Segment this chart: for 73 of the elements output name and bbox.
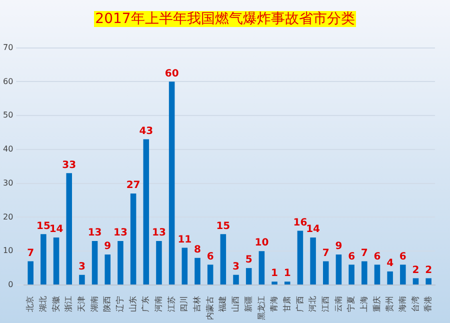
data-label: 13: [88, 228, 102, 239]
data-label: 14: [306, 224, 320, 236]
data-label: 7: [322, 248, 330, 259]
chart-title: 2017年上半年我国燃气爆炸事故省市分类: [94, 11, 356, 27]
data-label: 13: [152, 228, 166, 239]
data-label: 4: [386, 258, 394, 270]
x-tick-label: 江西: [320, 296, 330, 312]
x-tick-label: 宁夏: [346, 296, 356, 312]
x-tick-label: 浙江: [64, 296, 74, 312]
data-label: 3: [232, 261, 240, 272]
x-tick-label: 甘肃: [282, 296, 292, 312]
x-tick-label: 山西: [231, 296, 240, 312]
x-tick-label: 重庆: [372, 296, 382, 312]
x-tick-label: 台湾: [410, 296, 420, 312]
x-tick-label: 吉林: [192, 296, 202, 312]
data-label: 7: [360, 248, 368, 259]
x-tick-label: 河北: [308, 296, 318, 312]
x-tick-label: 广西: [295, 296, 304, 312]
x-tick-label: 安徽: [51, 296, 60, 312]
x-tick-label: 山东: [128, 296, 138, 312]
x-tick-label: 湖北: [38, 296, 48, 312]
y-tick-label: 60: [2, 76, 14, 86]
x-tick-label: 贵州: [385, 296, 394, 312]
x-tick-label: 青海: [270, 296, 279, 312]
x-tick-label: 湖南: [90, 296, 99, 312]
data-label: 2: [425, 264, 432, 276]
data-label: 9: [104, 241, 112, 252]
data-label: 5: [245, 254, 252, 266]
x-tick-label: 河南: [154, 296, 164, 312]
y-tick-label: 40: [2, 144, 14, 154]
data-label: 1: [271, 268, 278, 280]
x-tick-label: 云南: [334, 296, 343, 312]
data-label: 10: [254, 238, 269, 249]
data-label: 15: [216, 220, 230, 232]
data-label: 6: [374, 251, 381, 262]
y-tick-label: 0: [8, 280, 14, 290]
data-label: 33: [62, 160, 76, 171]
x-tick-label: 陕西: [102, 296, 112, 312]
x-tick-label: 香港: [424, 296, 433, 312]
x-tick-label: 辽宁: [116, 296, 125, 312]
x-tick-label: 海南: [398, 296, 407, 312]
data-label: 14: [49, 224, 64, 236]
x-tick-label: 上海: [359, 296, 368, 312]
y-tick-label: 10: [2, 246, 14, 256]
data-label: 43: [139, 126, 154, 137]
x-tick-label: 四川: [180, 296, 189, 312]
y-tick-label: 70: [2, 42, 14, 52]
data-label: 60: [164, 68, 179, 80]
x-tick-label: 新疆: [244, 296, 253, 312]
data-label: 6: [348, 251, 356, 262]
data-label: 8: [194, 244, 202, 256]
data-label: 1: [284, 268, 291, 280]
y-tick-label: 30: [2, 178, 14, 188]
data-label: 11: [178, 234, 192, 246]
data-label: 15: [36, 220, 50, 232]
x-tick-label: 广东: [141, 296, 150, 312]
data-label: 13: [114, 228, 128, 239]
x-tick-label: 天津: [77, 296, 86, 312]
data-label: 2: [412, 264, 420, 276]
x-tick-label: 江苏: [166, 296, 176, 312]
y-tick-label: 20: [2, 212, 14, 222]
x-tick-label: 内蒙古: [205, 296, 214, 320]
data-label: 9: [335, 241, 342, 252]
data-label: 6: [206, 251, 214, 262]
x-tick-label: 北京: [26, 296, 35, 312]
data-label: 27: [126, 180, 140, 192]
data-label: 7: [27, 248, 34, 259]
data-label: 16: [293, 217, 308, 228]
x-tick-label: 福建: [218, 296, 228, 312]
data-label: 6: [399, 251, 406, 262]
y-tick-label: 50: [2, 110, 14, 120]
data-label: 3: [78, 261, 86, 272]
x-tick-label: 黑龙江: [256, 296, 266, 320]
